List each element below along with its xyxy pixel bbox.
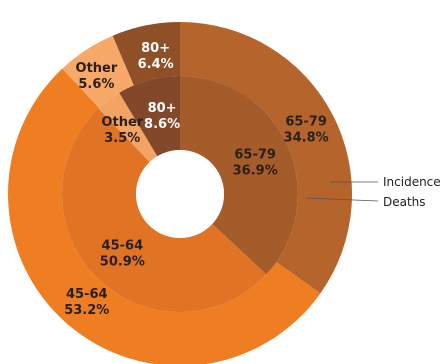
incidence-value-65-79: 34.8% xyxy=(284,131,329,146)
incidence-value-45-64: 53.2% xyxy=(64,303,109,318)
deaths-ring xyxy=(61,76,298,313)
incidence-slice-65-79 xyxy=(180,22,352,294)
deaths-label-45-64: 45-64 xyxy=(102,238,144,253)
deaths-label-80+: 80+ xyxy=(148,101,177,116)
deaths-slice-other xyxy=(98,92,158,163)
donut-hole xyxy=(136,150,224,238)
legend: Incidence Deaths xyxy=(305,175,441,209)
deaths-value-other: 3.5% xyxy=(104,131,140,146)
deaths-slice-45-64 xyxy=(61,108,267,313)
deaths-value-65-79: 36.9% xyxy=(233,163,278,178)
deaths-value-45-64: 50.9% xyxy=(100,254,145,269)
incidence-ring xyxy=(7,22,352,364)
incidence-slice-80+ xyxy=(112,22,180,86)
incidence-label-65-79: 65-79 xyxy=(285,115,327,130)
legend-deaths: Deaths xyxy=(383,195,426,209)
legend-leader-deaths xyxy=(305,197,379,202)
deaths-label-other: Other xyxy=(101,115,143,130)
deaths-slice-80+ xyxy=(119,76,180,157)
incidence-slice-45-64 xyxy=(7,68,321,364)
slice-labels: 65-7934.8%45-6453.2%Other5.6%80+6.4%65-7… xyxy=(64,41,328,318)
incidence-label-80+: 80+ xyxy=(141,41,170,56)
incidence-slice-other xyxy=(62,35,134,108)
deaths-value-80+: 8.6% xyxy=(144,117,180,132)
legend-incidence: Incidence xyxy=(383,175,441,189)
incidence-value-80+: 6.4% xyxy=(138,57,174,72)
incidence-label-other: Other xyxy=(76,61,118,76)
deaths-slice-65-79 xyxy=(180,76,298,275)
deaths-label-65-79: 65-79 xyxy=(234,147,276,162)
incidence-value-other: 5.6% xyxy=(78,77,114,92)
incidence-label-45-64: 45-64 xyxy=(66,287,108,302)
